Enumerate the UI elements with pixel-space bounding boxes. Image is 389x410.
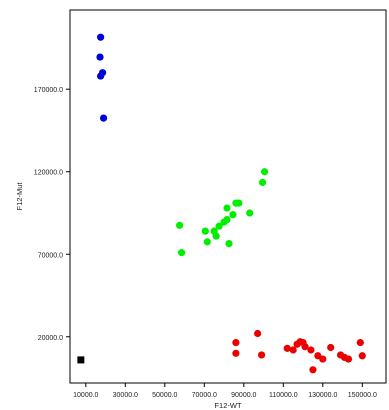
data-point [254, 329, 262, 338]
x-tick-label: 70000.0 [192, 392, 217, 399]
ticks-layer: 10000.0 30000.0 50000.0 70000.0 90000.0 11000… [34, 87, 377, 399]
points-layer [77, 33, 366, 374]
data-point [289, 346, 297, 354]
data-point [223, 216, 231, 224]
data-point [225, 239, 233, 248]
data-point [229, 211, 237, 219]
x-tick-label: 130000.0 [308, 392, 337, 399]
plot-frame [69, 9, 387, 384]
x-tick-label: 110000.0 [269, 392, 298, 399]
data-point [203, 238, 211, 246]
data-point [99, 114, 108, 122]
data-point [215, 222, 223, 230]
x-tick-label: 90000.0 [231, 392, 256, 399]
x-axis-title: F12-WT [214, 401, 242, 410]
x-tick-label: 10000.0 [73, 392, 98, 399]
y-tick-label: 170000.0 [34, 87, 63, 94]
data-point [97, 33, 105, 41]
data-point [176, 221, 184, 229]
data-point [358, 352, 366, 360]
data-point-square [77, 356, 85, 364]
y-axis-title: F12-Mut [15, 182, 24, 211]
data-point [327, 343, 335, 352]
data-point [235, 199, 243, 207]
data-point [301, 343, 309, 351]
data-point [307, 346, 315, 354]
y-tick-label: 120000.0 [34, 170, 63, 177]
data-point [223, 204, 231, 212]
x-tick-label: 150000.0 [348, 392, 377, 399]
data-point [344, 355, 353, 363]
data-point [283, 344, 291, 352]
data-point [246, 209, 254, 217]
data-point [97, 72, 105, 80]
data-point [309, 366, 317, 374]
data-point [257, 351, 266, 359]
axes-layer [69, 9, 387, 384]
x-tick-label: 50000.0 [152, 392, 177, 399]
data-point [319, 355, 327, 363]
data-point [96, 53, 104, 61]
y-tick-label: 20000.0 [38, 335, 63, 342]
data-point [356, 338, 364, 347]
data-point [232, 349, 240, 357]
data-point [260, 168, 269, 176]
y-tick-label: 70000.0 [38, 252, 63, 259]
data-point [201, 227, 209, 235]
data-point [212, 232, 220, 240]
data-point [232, 338, 240, 347]
x-tick-label: 30000.0 [113, 392, 138, 399]
data-point [258, 178, 267, 187]
data-point [177, 249, 186, 257]
